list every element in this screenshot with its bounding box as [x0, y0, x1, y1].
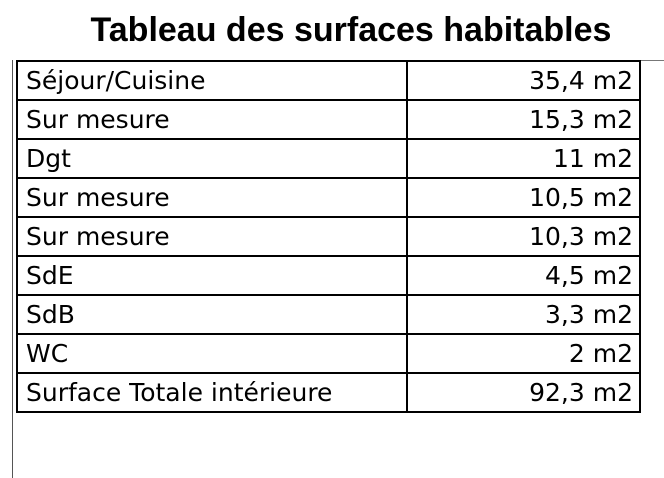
area-cell: 2 m2 — [406, 333, 641, 374]
table-row: Sur mesure 15,3 m2 — [16, 99, 641, 140]
left-margin-rule — [12, 60, 13, 478]
table-row: WC 2 m2 — [16, 333, 641, 374]
room-name-cell: Séjour/Cuisine — [16, 60, 408, 101]
room-name-cell: Sur mesure — [16, 177, 408, 218]
table-row: Séjour/Cuisine 35,4 m2 — [16, 60, 641, 101]
table-row: SdB 3,3 m2 — [16, 294, 641, 335]
total-area-cell: 92,3 m2 — [406, 372, 641, 413]
total-row: Surface Totale intérieure 92,3 m2 — [16, 372, 641, 413]
area-cell: 10,5 m2 — [406, 177, 641, 218]
surface-table: Séjour/Cuisine 35,4 m2 Sur mesure 15,3 m… — [16, 60, 641, 413]
room-name-cell: SdE — [16, 255, 408, 296]
table-row: SdE 4,5 m2 — [16, 255, 641, 296]
area-cell: 35,4 m2 — [406, 60, 641, 101]
table-row: Sur mesure 10,5 m2 — [16, 177, 641, 218]
top-rule-extension — [638, 60, 664, 61]
room-name-cell: WC — [16, 333, 408, 374]
area-cell: 3,3 m2 — [406, 294, 641, 335]
room-name-cell: Sur mesure — [16, 99, 408, 140]
area-cell: 4,5 m2 — [406, 255, 641, 296]
area-cell: 11 m2 — [406, 138, 641, 179]
area-cell: 15,3 m2 — [406, 99, 641, 140]
room-name-cell: Dgt — [16, 138, 408, 179]
page-title: Tableau des surfaces habitables — [90, 11, 612, 49]
room-name-cell: SdB — [16, 294, 408, 335]
area-cell: 10,3 m2 — [406, 216, 641, 257]
table-row: Sur mesure 10,3 m2 — [16, 216, 641, 257]
table-row: Dgt 11 m2 — [16, 138, 641, 179]
room-name-cell: Sur mesure — [16, 216, 408, 257]
total-label-cell: Surface Totale intérieure — [16, 372, 408, 413]
